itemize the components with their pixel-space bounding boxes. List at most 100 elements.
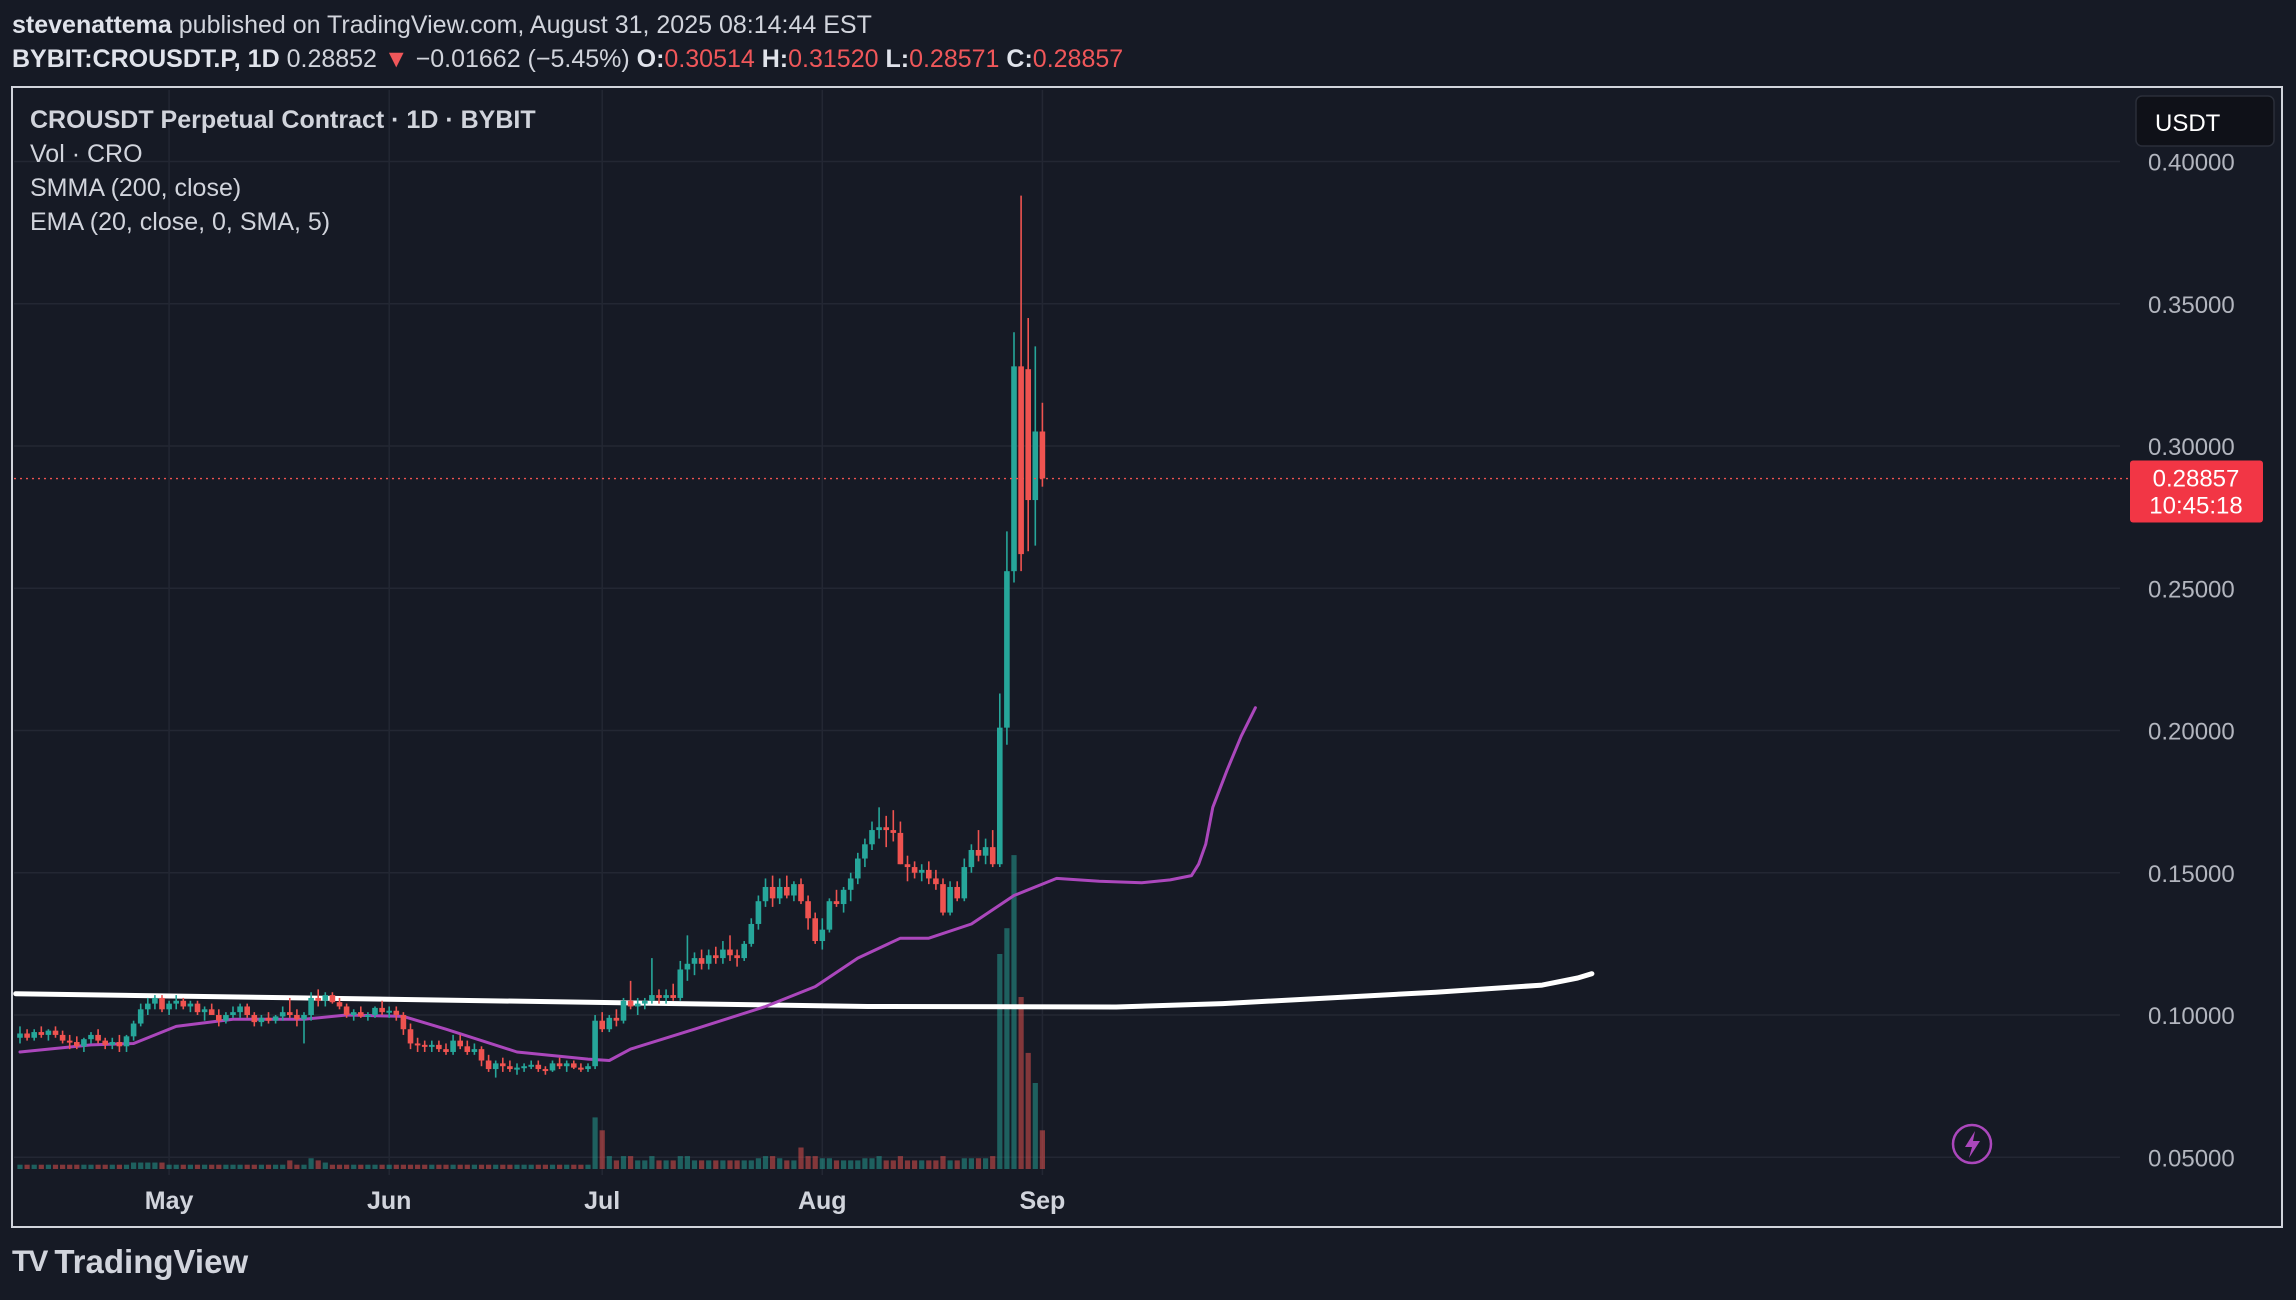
candle-body[interactable] [535,1064,542,1070]
candle[interactable] [755,895,762,930]
candle[interactable] [833,889,840,907]
candle[interactable] [1039,402,1046,487]
candle[interactable] [1018,195,1024,572]
candle[interactable] [407,1023,414,1050]
candle[interactable] [52,1026,59,1038]
candle[interactable] [429,1040,435,1052]
candle[interactable] [975,830,982,862]
candle[interactable] [365,1012,371,1021]
candle[interactable] [485,1054,492,1072]
candle-body[interactable] [130,1023,137,1037]
candle-body[interactable] [642,1000,648,1004]
candle-body[interactable] [826,901,833,930]
candle-body[interactable] [287,1012,293,1015]
candle-body[interactable] [24,1033,30,1038]
candle-body[interactable] [194,1003,201,1013]
candle-body[interactable] [989,847,996,865]
candle-body[interactable] [180,1000,187,1007]
candle[interactable] [741,941,747,961]
candle[interactable] [556,1057,563,1070]
candle[interactable] [613,1009,620,1027]
candle-body[interactable] [776,886,783,899]
candle-body[interactable] [578,1067,584,1070]
candle-body[interactable] [734,955,740,959]
candle-body[interactable] [485,1060,492,1070]
candle-body[interactable] [159,997,165,1010]
candle[interactable] [954,881,960,902]
candle[interactable] [336,997,343,1010]
candle[interactable] [287,997,293,1018]
candle[interactable] [251,1012,258,1027]
candle[interactable] [627,980,634,1010]
candle-body[interactable] [798,884,804,902]
candle-body[interactable] [265,1017,272,1021]
candle-body[interactable] [201,1009,208,1013]
candle-body[interactable] [592,1020,598,1067]
candle[interactable] [24,1029,30,1041]
candle-body[interactable] [812,918,818,942]
candle[interactable] [492,1060,499,1078]
candle[interactable] [826,898,833,933]
candle[interactable] [656,989,662,1004]
candle-body[interactable] [38,1032,45,1035]
candle[interactable] [762,878,769,907]
candle-body[interactable] [1025,369,1031,501]
candle-body[interactable] [571,1063,577,1068]
candle-body[interactable] [336,1002,343,1007]
candle-body[interactable] [429,1044,435,1047]
candle-body[interactable] [897,832,904,865]
candle-body[interactable] [478,1049,485,1061]
candle-body[interactable] [805,901,811,919]
candle-body[interactable] [563,1063,570,1067]
candle[interactable] [343,1003,350,1018]
candle-body[interactable] [45,1030,52,1035]
candle[interactable] [1025,317,1031,552]
candle-body[interactable] [762,886,769,902]
candle-body[interactable] [542,1069,549,1072]
candle-body[interactable] [407,1029,414,1044]
candle[interactable] [507,1060,513,1072]
candle[interactable] [897,821,904,865]
candle-body[interactable] [968,849,975,868]
candle[interactable] [606,1015,613,1033]
candle[interactable] [649,958,655,1004]
candle[interactable] [350,1009,357,1021]
candle[interactable] [230,1006,236,1018]
candle-body[interactable] [904,864,911,868]
candle[interactable] [521,1063,527,1072]
candle-body[interactable] [116,1042,123,1047]
candle[interactable] [918,864,925,882]
candle-body[interactable] [883,827,889,831]
candle-body[interactable] [840,889,847,905]
candle-body[interactable] [152,997,158,1004]
author-name[interactable]: stevenattema [12,11,172,39]
candle[interactable] [982,838,989,865]
candle[interactable] [791,881,797,902]
candle-body[interactable] [237,1006,243,1013]
candle-body[interactable] [855,858,861,879]
candle-body[interactable] [663,995,669,998]
candle-body[interactable] [961,867,968,899]
candle[interactable] [301,1012,307,1044]
candle[interactable] [705,949,712,970]
candle-body[interactable] [975,849,982,856]
candle[interactable] [372,1006,378,1018]
candle-body[interactable] [322,995,329,1001]
candle-body[interactable] [187,1003,194,1007]
candle-body[interactable] [230,1012,236,1015]
candle[interactable] [31,1029,37,1041]
candle[interactable] [734,949,740,967]
candle-body[interactable] [258,1017,265,1023]
candle-body[interactable] [549,1063,556,1071]
candle[interactable] [244,1003,250,1018]
candle-body[interactable] [244,1006,250,1015]
candle-body[interactable] [918,869,925,873]
candle[interactable] [663,989,669,1004]
candle-body[interactable] [791,884,797,896]
candle-body[interactable] [421,1044,428,1047]
candle-body[interactable] [599,1020,605,1030]
candle[interactable] [776,878,783,905]
candle[interactable] [258,1015,265,1027]
candle-body[interactable] [954,886,960,899]
candle[interactable] [386,1006,392,1018]
